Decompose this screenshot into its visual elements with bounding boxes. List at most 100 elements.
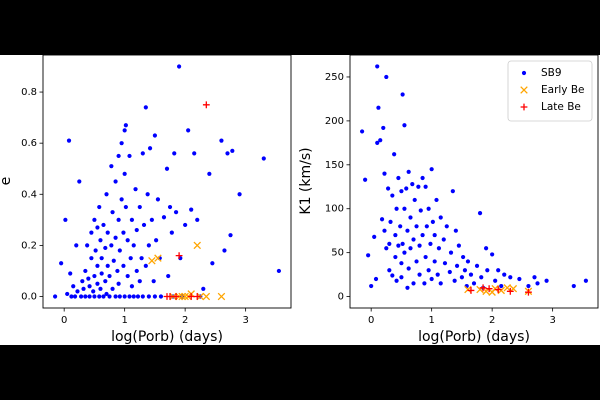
k1-sb9-point-72 bbox=[438, 215, 443, 220]
eccentricity-y-tick-label-1: 0.2 bbox=[21, 240, 37, 251]
eccentricity-sb9-point-61 bbox=[119, 141, 124, 146]
eccentricity-sb9-point-36 bbox=[99, 271, 104, 276]
k1-y-tick-label-3: 150 bbox=[325, 160, 344, 171]
y-ticks-k1: 0 50 100 150 200 250 bbox=[325, 72, 350, 303]
eccentricity-sb9-point-56 bbox=[116, 153, 121, 159]
eccentricity-sb9-point-9 bbox=[74, 243, 79, 248]
k1-sb9-point-38 bbox=[404, 186, 409, 191]
k1-sb9-point-108 bbox=[571, 283, 576, 289]
k1-sb9-point-83 bbox=[456, 243, 461, 248]
k1-sb9-point-45 bbox=[410, 182, 415, 187]
eccentricity-sb9-point-98 bbox=[152, 294, 158, 299]
k1-sb9-point-92 bbox=[477, 211, 483, 216]
k1-sb9-point-5 bbox=[373, 276, 379, 282]
k1-x-tick-label-2: 2 bbox=[489, 315, 495, 326]
eccentricity-sb9-point-62 bbox=[119, 197, 124, 202]
legend-box bbox=[507, 60, 593, 122]
eccentricity-early-be-point-10 bbox=[202, 292, 211, 301]
legend-label-early-be: Early Be bbox=[541, 84, 585, 96]
k1-sb9-point-54 bbox=[418, 208, 423, 213]
eccentricity-sb9-point-40 bbox=[103, 245, 108, 251]
eccentricity-late-be-point-5 bbox=[193, 293, 201, 300]
y-axis-label-k1: K1 (km/s) bbox=[298, 147, 314, 214]
k1-late-be-point-2 bbox=[485, 285, 493, 293]
eccentricity-x-tick-label-0: 0 bbox=[61, 315, 67, 326]
eccentricity-sb9-point-118 bbox=[195, 217, 200, 222]
eccentricity-x-tick-label-1: 1 bbox=[121, 315, 127, 326]
k1-sb9-point-103 bbox=[517, 276, 522, 282]
eccentricity-sb9-point-90 bbox=[143, 263, 148, 268]
eccentricity-sb9-point-73 bbox=[127, 153, 132, 159]
eccentricity-sb9-point-95 bbox=[149, 217, 154, 222]
k1-sb9-point-20 bbox=[390, 193, 395, 198]
k1-sb9-point-80 bbox=[452, 278, 457, 283]
eccentricity-sb9-point-45 bbox=[107, 294, 112, 299]
k1-sb9-point-0 bbox=[359, 129, 365, 134]
k1-sb9-point-53 bbox=[417, 243, 422, 248]
k1-sb9-point-49 bbox=[414, 259, 419, 264]
eccentricity-sb9-point-58 bbox=[116, 281, 121, 286]
k1-sb9-point-43 bbox=[408, 215, 413, 220]
eccentricity-sb9-point-106 bbox=[167, 204, 173, 210]
eccentricity-sb9-point-8 bbox=[72, 294, 78, 299]
eccentricity-sb9-point-130 bbox=[276, 268, 282, 274]
k1-sb9-point-25 bbox=[394, 206, 399, 211]
eccentricity-sb9-point-114 bbox=[183, 222, 188, 228]
k1-sb9-point-37 bbox=[402, 250, 407, 255]
eccentricity-sb9-point-93 bbox=[146, 294, 151, 299]
eccentricity-sb9-point-104 bbox=[164, 166, 170, 171]
eccentricity-x-tick-label-2: 2 bbox=[182, 315, 188, 326]
k1-sb9-point-50 bbox=[414, 224, 419, 229]
eccentricity-late-be-point-2 bbox=[172, 293, 180, 300]
k1-sb9-point-27 bbox=[396, 175, 401, 181]
eccentricity-sb9-point-53 bbox=[113, 179, 118, 184]
k1-sb9-point-55 bbox=[420, 175, 425, 181]
k1-y-tick-label-1: 50 bbox=[331, 248, 344, 259]
eccentricity-sb9-point-82 bbox=[135, 294, 141, 299]
k1-sb9-point-44 bbox=[408, 246, 413, 251]
legend-markers bbox=[520, 70, 528, 111]
k1-sb9-point-71 bbox=[436, 246, 442, 251]
eccentricity-sb9-point-102 bbox=[158, 294, 164, 299]
panel-k1: 0 50 100 150 200 250 0 1 2 3 log(Porb) (days) K1… bbox=[298, 55, 599, 345]
eccentricity-sb9-point-15 bbox=[83, 294, 88, 299]
k1-sb9-point-106 bbox=[535, 281, 540, 286]
eccentricity-sb9-point-22 bbox=[89, 256, 94, 261]
k1-sb9-point-51 bbox=[416, 184, 421, 189]
k1-sb9-point-68 bbox=[432, 232, 437, 238]
k1-sb9-point-62 bbox=[426, 206, 431, 211]
k1-sb9-point-22 bbox=[392, 152, 397, 157]
k1-sb9-point-11 bbox=[381, 125, 386, 131]
k1-sb9-point-89 bbox=[468, 272, 474, 277]
eccentricity-sb9-point-7 bbox=[71, 284, 76, 289]
eccentricity-sb9-point-43 bbox=[105, 263, 110, 268]
eccentricity-sb9-point-50 bbox=[110, 210, 115, 215]
k1-sb9-point-26 bbox=[394, 278, 399, 283]
k1-sb9-point-67 bbox=[432, 259, 437, 264]
k1-sb9-point-78 bbox=[448, 250, 454, 255]
eccentricity-sb9-point-96 bbox=[151, 279, 156, 284]
eccentricity-late-be-point-6 bbox=[202, 101, 210, 109]
eccentricity-y-tick-label-4: 0.8 bbox=[21, 87, 37, 98]
eccentricity-sb9-point-117 bbox=[192, 151, 197, 156]
k1-sb9-point-36 bbox=[402, 206, 407, 211]
eccentricity-sb9-point-109 bbox=[172, 151, 177, 156]
eccentricity-sb9-point-76 bbox=[129, 284, 135, 289]
eccentricity-sb9-point-83 bbox=[137, 204, 142, 210]
eccentricity-sb9-point-88 bbox=[141, 222, 147, 228]
eccentricity-sb9-point-39 bbox=[103, 279, 108, 284]
eccentricity-sb9-point-42 bbox=[104, 192, 109, 197]
eccentricity-sb9-point-48 bbox=[109, 243, 114, 248]
eccentricity-sb9-point-28 bbox=[95, 225, 100, 230]
k1-late-be-point-3 bbox=[494, 286, 502, 293]
eccentricity-sb9-point-18 bbox=[86, 276, 91, 281]
eccentricity-sb9-point-99 bbox=[154, 238, 159, 243]
k1-sb9-point-75 bbox=[442, 261, 448, 266]
eccentricity-sb9-point-49 bbox=[110, 286, 115, 291]
eccentricity-sb9-point-91 bbox=[145, 192, 150, 197]
eccentricity-sb9-point-120 bbox=[201, 286, 206, 291]
eccentricity-sb9-point-55 bbox=[115, 268, 120, 274]
k1-sb9-point-57 bbox=[422, 281, 427, 286]
k1-sb9-point-60 bbox=[424, 224, 429, 229]
